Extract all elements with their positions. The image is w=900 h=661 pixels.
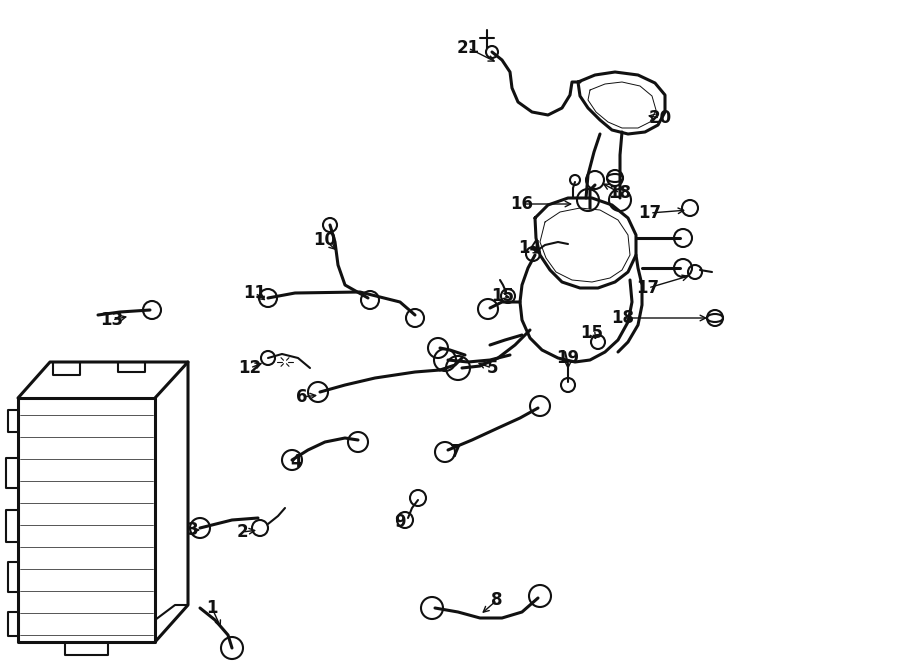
Text: 21: 21 (456, 39, 480, 57)
Text: 10: 10 (313, 231, 337, 249)
Text: 5: 5 (486, 359, 498, 377)
Text: 7: 7 (450, 443, 462, 461)
Text: 19: 19 (556, 349, 580, 367)
Text: 17: 17 (636, 279, 660, 297)
Text: 3: 3 (187, 521, 199, 539)
Text: 18: 18 (611, 309, 634, 327)
Text: 11: 11 (244, 284, 266, 302)
Text: 18: 18 (608, 184, 632, 202)
Text: 13: 13 (101, 311, 123, 329)
Text: 6: 6 (296, 388, 308, 406)
Text: 20: 20 (648, 109, 671, 127)
Text: 16: 16 (510, 195, 534, 213)
Text: 9: 9 (394, 513, 406, 531)
Text: 1: 1 (206, 599, 218, 617)
Text: 8: 8 (491, 591, 503, 609)
Text: 17: 17 (638, 204, 662, 222)
Text: 15: 15 (491, 287, 515, 305)
Text: 4: 4 (290, 453, 302, 471)
Text: 12: 12 (238, 359, 262, 377)
Text: 15: 15 (580, 324, 604, 342)
Text: 14: 14 (518, 239, 542, 257)
Text: 2: 2 (236, 523, 248, 541)
